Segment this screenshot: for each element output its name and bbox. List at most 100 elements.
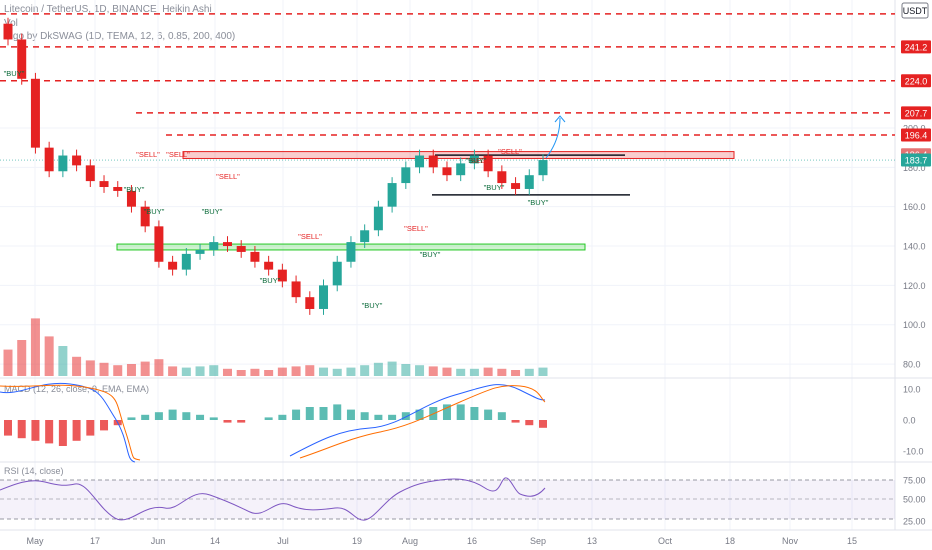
price-level-label: 224.0 (905, 76, 928, 86)
volume-bar (250, 368, 260, 376)
macd-histogram-bar (305, 407, 314, 420)
macd-histogram-bar (141, 414, 150, 420)
candle (250, 251, 260, 262)
price-level-badge (901, 74, 931, 88)
macd-histogram-bar (497, 412, 506, 420)
macd-signal-line (299, 385, 546, 459)
macd-histogram-bar (292, 409, 301, 420)
volume-bar (30, 318, 40, 376)
candle (236, 246, 246, 252)
candle (305, 297, 315, 309)
macd-histogram-bar (72, 420, 81, 441)
volume-bar (99, 362, 109, 376)
macd-histogram-bar (237, 420, 246, 423)
volume-bar (154, 359, 164, 376)
volume-bar (469, 368, 479, 376)
projection-arrow (545, 117, 561, 159)
price-level-label: 196.4 (905, 131, 928, 141)
macd-histogram-bar (346, 409, 355, 420)
rsi-tick-label: 50.00 (903, 495, 926, 505)
price-tick-label: 100.0 (903, 320, 926, 330)
volume-bar (17, 340, 27, 376)
macd-histogram-bar (264, 417, 273, 420)
volume-bar (373, 362, 383, 376)
signal-label-sell: "SELL" (498, 147, 522, 156)
signal-label-buy: "BUY" (144, 207, 165, 216)
macd-histogram-bar (484, 409, 493, 420)
volume-bar (168, 366, 178, 376)
price-level-badge (901, 128, 931, 142)
macd-histogram-bar (319, 407, 328, 420)
candle (483, 155, 493, 172)
signal-label-buy: "BUY" (362, 301, 383, 310)
volume-bar (305, 365, 315, 376)
price-tick-label: 140.0 (903, 242, 926, 252)
signal-label-buy: "BUY" (420, 250, 441, 259)
candle (209, 242, 219, 250)
signal-label-buy: "BUY" (202, 207, 223, 216)
rsi-tick-label: 75.00 (903, 476, 926, 486)
candle (85, 165, 95, 182)
candle (140, 206, 150, 227)
volume-bar (428, 366, 438, 376)
symbol-title: Litecoin / TetherUS, 1D, BINANCE, Heikin… (4, 4, 212, 15)
macd-histogram-bar (415, 409, 424, 420)
candle (524, 175, 534, 189)
macd-histogram-bar (4, 420, 12, 436)
signal-label-buy: "BUY" (466, 156, 487, 165)
time-tick-label: 17 (90, 536, 100, 546)
volume-bar (456, 368, 466, 376)
price-tick-label: 200.0 (903, 123, 926, 133)
price-level-badge (901, 153, 931, 167)
macd-histogram-bar (374, 414, 383, 420)
price-level-badge (901, 106, 931, 120)
candle (154, 226, 164, 262)
price-tick-label: 80.0 (903, 360, 921, 370)
time-tick-label: 14 (210, 536, 220, 546)
candle (511, 183, 521, 189)
candle (387, 183, 397, 207)
candle (58, 155, 68, 172)
macd-title: MACD (12, 26, close, 9, EMA, EMA) (4, 384, 149, 394)
macd-histogram-bar (511, 420, 520, 423)
volume-bar (85, 360, 95, 376)
volume-bar (319, 367, 329, 376)
macd-histogram-bar (333, 404, 342, 420)
candle (72, 155, 82, 166)
macd-histogram-bar (388, 414, 397, 420)
candle (373, 206, 383, 231)
candle (538, 160, 548, 176)
candle (428, 155, 438, 168)
macd-tick-label: 0.0 (903, 416, 916, 426)
volume-bar (209, 365, 219, 376)
price-level-badge (901, 40, 931, 54)
volume-bar (181, 367, 191, 376)
volume-bar (3, 349, 13, 376)
price-level-label: 183.7 (905, 156, 928, 166)
price-level-label: 241.2 (905, 42, 928, 52)
volume-bar (126, 364, 136, 376)
candle (469, 155, 479, 164)
signal-label-sell: "SELL" (468, 156, 492, 165)
macd-histogram-bar (209, 417, 218, 420)
volume-bar (140, 361, 150, 376)
rsi-title: RSI (14, close) (4, 466, 64, 476)
candle (99, 181, 109, 187)
volume-bar (291, 366, 301, 376)
rsi-tick-label: 25.00 (903, 517, 926, 527)
time-tick-label: May (26, 536, 44, 546)
macd-signal-early (0, 384, 141, 461)
signal-label-buy: "BUY" (124, 185, 145, 194)
volume-bar (401, 364, 411, 376)
signal-label-sell: "SELL" (166, 150, 190, 159)
candle (168, 261, 178, 270)
macd-histogram-bar (196, 414, 205, 420)
time-tick-label: Sep (530, 536, 546, 546)
volume-bar (44, 336, 54, 376)
volume-bar (524, 368, 534, 376)
candle (3, 23, 13, 40)
time-tick-label: Jul (277, 536, 289, 546)
candle (497, 171, 507, 184)
volume-label: Vol (4, 18, 18, 29)
